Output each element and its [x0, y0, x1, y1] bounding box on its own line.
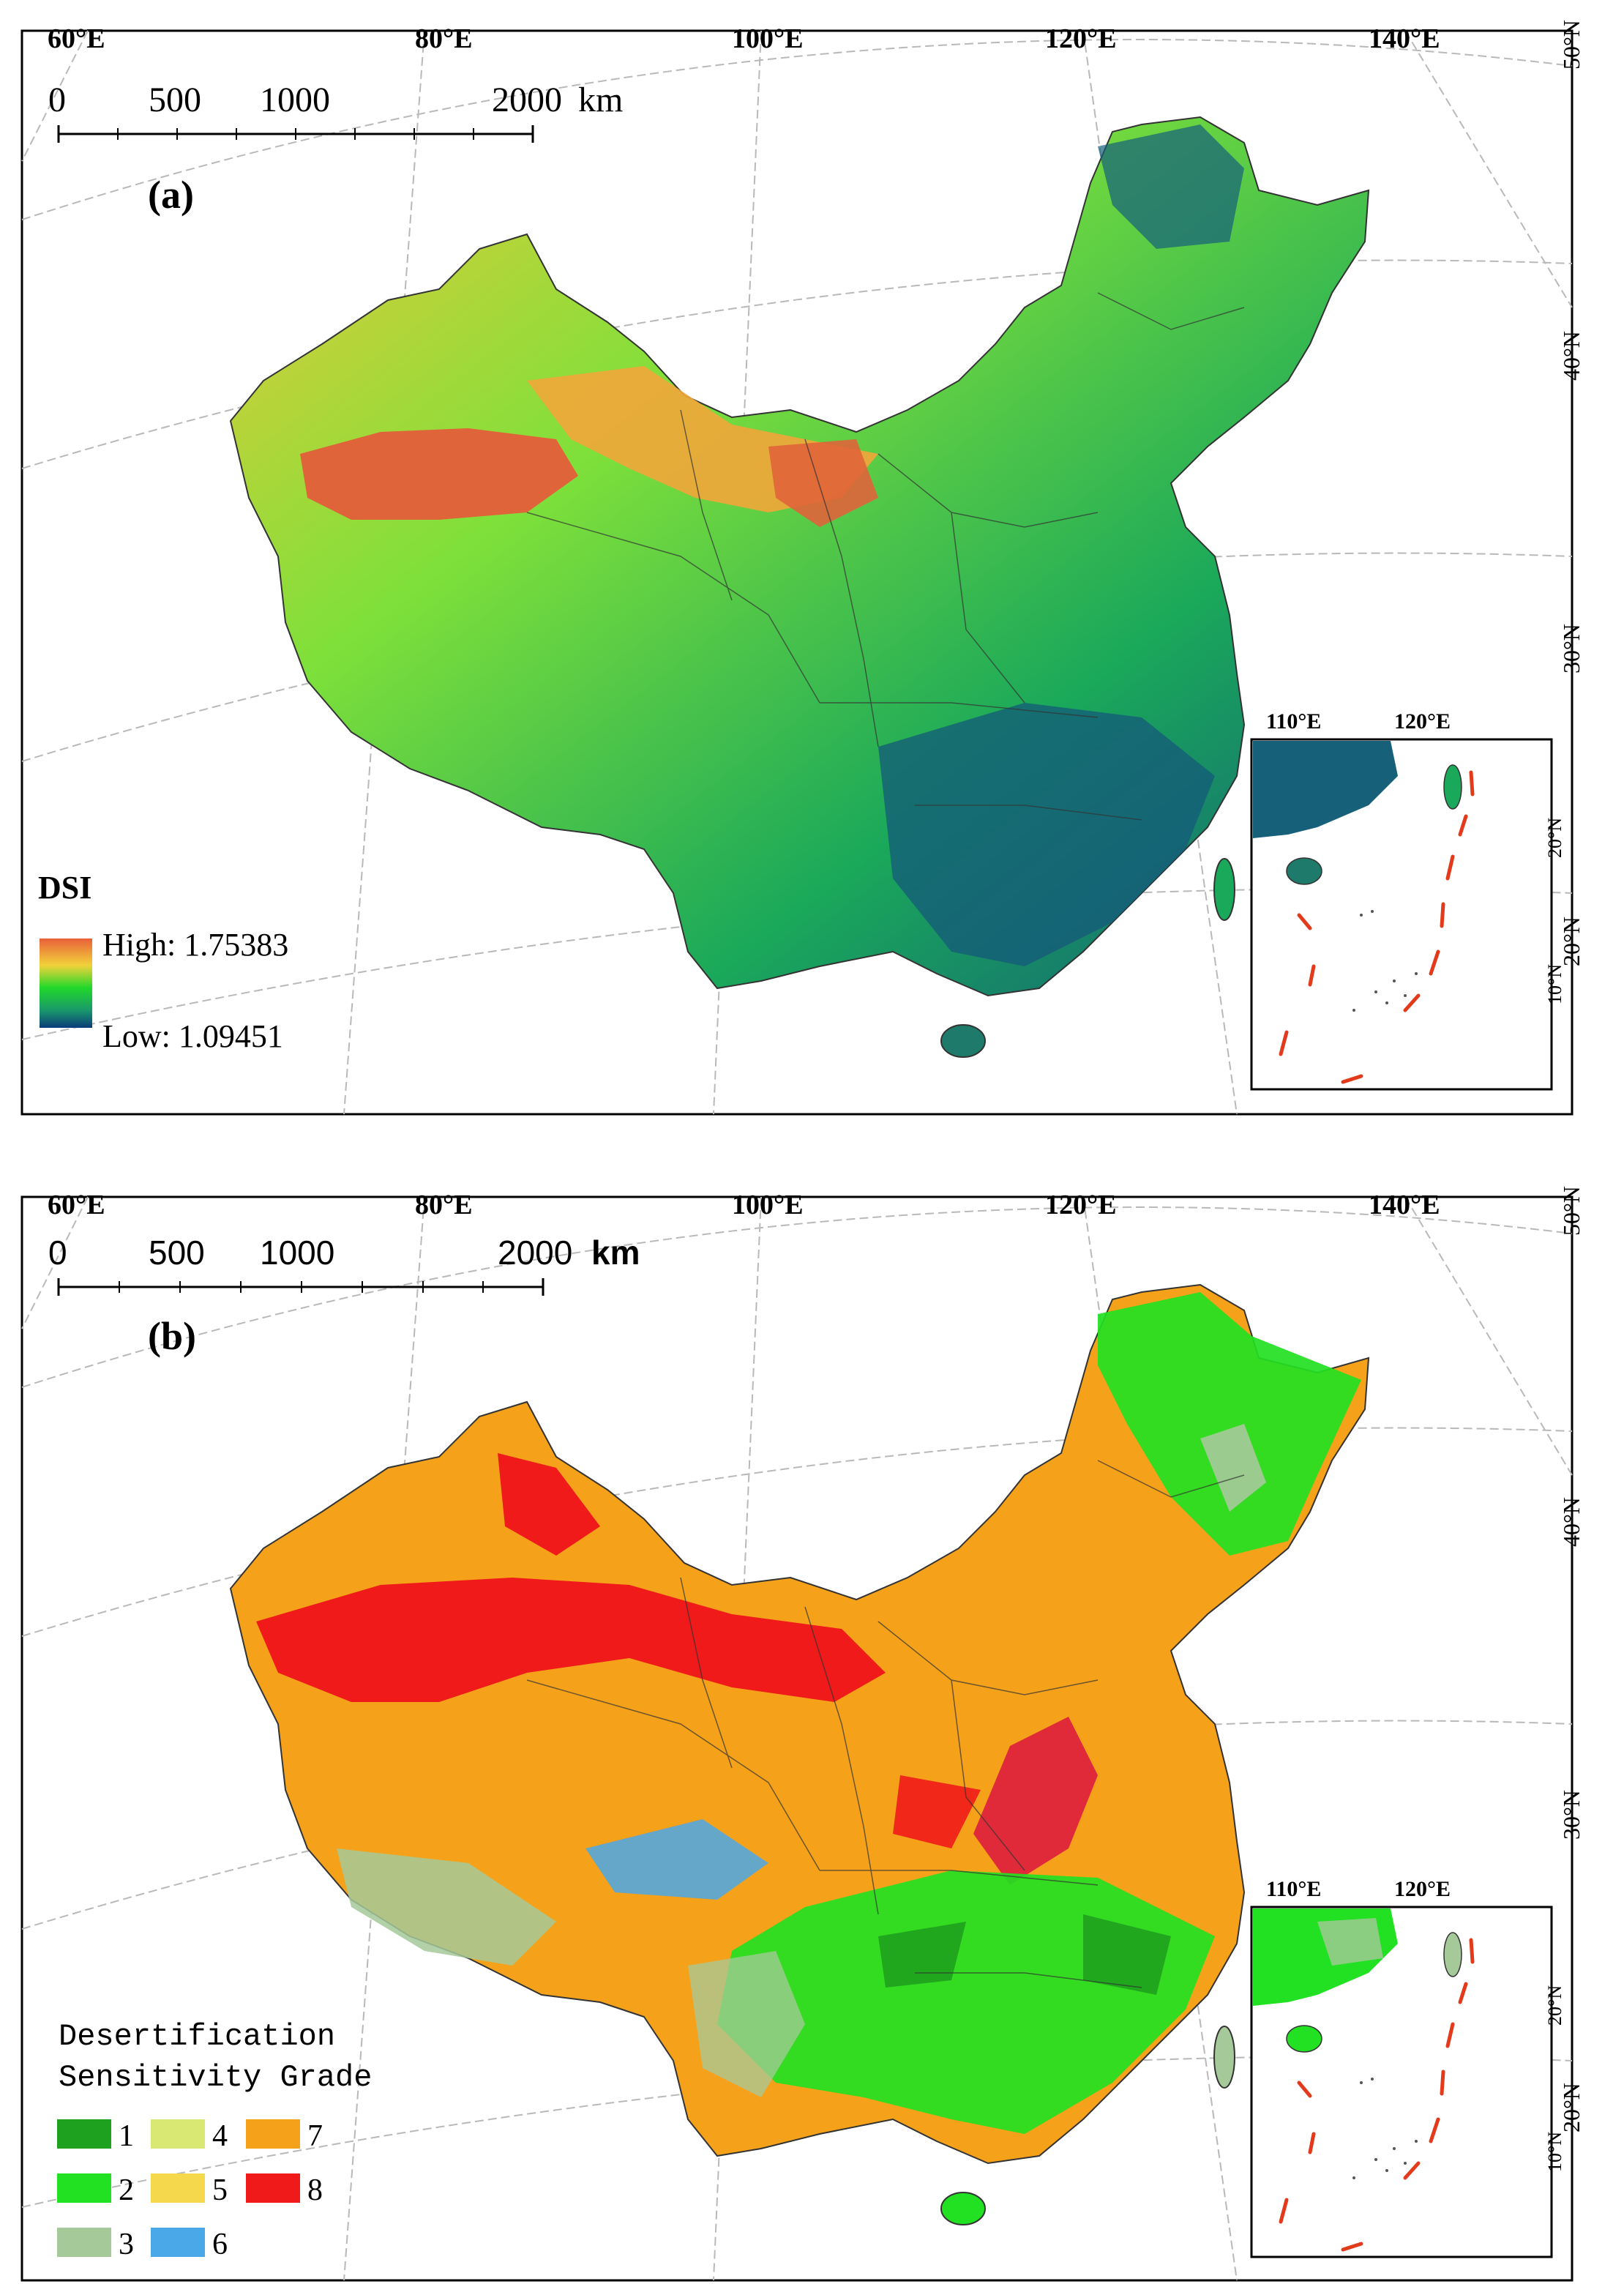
grade-3: 3	[57, 2228, 134, 2261]
grade-5-label: 5	[212, 2173, 228, 2207]
grade-6-swatch	[151, 2228, 205, 2257]
lat-label-40n: 40°N	[1558, 1497, 1584, 1547]
scale-tick-0: 0	[48, 81, 66, 119]
grade-8-swatch	[246, 2173, 300, 2203]
inset-lat-label-10n: 10°N	[1544, 2132, 1565, 2172]
grade-8: 8	[246, 2173, 323, 2207]
grade-1-swatch	[57, 2119, 111, 2149]
inset-lon-label-110e: 110°E	[1266, 1877, 1321, 1901]
lon-label-120e: 120°E	[1045, 23, 1117, 54]
lon-label-80e: 80°E	[415, 23, 473, 54]
taiwan-island	[1213, 2026, 1235, 2089]
grade-5: 5	[151, 2173, 228, 2207]
scale-tick-500: 500	[149, 1234, 205, 1272]
inset-lat-label-20n: 20°N	[1544, 1985, 1565, 2026]
grade-7-swatch	[246, 2119, 300, 2149]
grade-8-label: 8	[307, 2173, 323, 2207]
south-china-sea-inset: 110°E 120°E 20°N 10°N	[1250, 1877, 1565, 2258]
province-boundaries	[526, 292, 1245, 821]
grade-1: 1	[57, 2119, 134, 2153]
map-panel-a: 60°E 80°E 100°E 120°E 140°E 50°N 40°N 30…	[0, 0, 1624, 1135]
scale-bar: 0 500 1000 2000 km	[48, 1234, 640, 1296]
scale-tick-500: 500	[149, 81, 201, 119]
lon-label-80e: 80°E	[415, 1190, 473, 1220]
lat-label-30n: 30°N	[1558, 624, 1584, 673]
lat-label-50n: 50°N	[1558, 20, 1584, 70]
grade-4: 4	[151, 2119, 228, 2153]
grade-legend-title-line1: Desertification	[59, 2019, 335, 2054]
dsi-legend: DSI High: 1.75383 Low: 1.09451	[38, 870, 288, 1054]
nine-dash-line	[1279, 770, 1475, 1084]
hainan-island	[940, 2192, 986, 2225]
grade-3-swatch	[57, 2228, 111, 2257]
scale-tick-2000: 2000	[492, 81, 562, 119]
nine-dash-line	[1279, 1938, 1475, 2252]
scale-tick-1000: 1000	[260, 81, 330, 119]
lon-label-140e: 140°E	[1369, 1190, 1440, 1220]
grade-3-label: 3	[119, 2228, 134, 2261]
inset-lat-label-10n: 10°N	[1544, 964, 1565, 1004]
lon-label-60e: 60°E	[48, 23, 105, 54]
lon-label-140e: 140°E	[1369, 23, 1440, 54]
lat-label-20n: 20°N	[1558, 2083, 1584, 2132]
china-map-grades	[229, 1283, 1370, 2225]
lon-label-120e: 120°E	[1045, 1190, 1117, 1220]
dsi-legend-title: DSI	[38, 870, 91, 906]
grade-2-label: 2	[119, 2173, 134, 2207]
scale-tick-2000: 2000	[498, 1234, 572, 1272]
grade-legend: Desertification Sensitivity Grade 1 2 3 …	[57, 2019, 372, 2261]
grade-2: 2	[57, 2173, 134, 2207]
inset-lat-label-20n: 20°N	[1544, 818, 1565, 858]
grade-6-label: 6	[212, 2228, 228, 2261]
grade-legend-title-line2: Sensitivity Grade	[59, 2060, 372, 2095]
map-frame	[20, 1195, 1574, 2282]
map-panel-b: 60°E 80°E 100°E 120°E 140°E 50°N 40°N 30…	[0, 1146, 1624, 2295]
lat-label-50n: 50°N	[1558, 1186, 1584, 1236]
dsi-legend-high: High: 1.75383	[102, 927, 288, 963]
grade-4-label: 4	[212, 2119, 228, 2153]
province-boundaries	[526, 1460, 1245, 1988]
panel-label-a: (a)	[148, 173, 194, 217]
grade-5-swatch	[151, 2173, 205, 2203]
dsi-legend-low: Low: 1.09451	[102, 1018, 283, 1054]
grade-7-label: 7	[307, 2119, 323, 2153]
lat-label-30n: 30°N	[1558, 1790, 1584, 1840]
grade-7: 7	[246, 2119, 323, 2153]
scale-unit: km	[591, 1234, 640, 1272]
lat-label-20n: 20°N	[1558, 917, 1584, 966]
grade-4-swatch	[151, 2119, 205, 2149]
inset-lon-label-110e: 110°E	[1266, 709, 1321, 734]
south-china-sea-inset: 110°E 120°E 20°N 10°N	[1250, 709, 1565, 1091]
grade-1-label: 1	[119, 2119, 134, 2153]
scale-bar: 0 500 1000 2000 km	[48, 81, 623, 143]
dsi-color-ramp	[40, 938, 92, 1028]
lon-label-60e: 60°E	[48, 1190, 105, 1220]
grade-6: 6	[151, 2228, 228, 2261]
scale-tick-1000: 1000	[260, 1234, 334, 1272]
lon-label-100e: 100°E	[732, 1190, 804, 1220]
panel-label-b: (b)	[148, 1314, 196, 1358]
china-map-dsi	[229, 116, 1370, 1058]
grade-2-swatch	[57, 2173, 111, 2203]
inset-lon-label-120e: 120°E	[1394, 709, 1451, 734]
hainan-island	[940, 1024, 986, 1058]
map-frame	[20, 29, 1574, 1116]
lon-label-100e: 100°E	[732, 23, 804, 54]
taiwan-island	[1213, 858, 1235, 921]
inset-lon-label-120e: 120°E	[1394, 1877, 1451, 1901]
scale-tick-0: 0	[48, 1234, 67, 1272]
scale-unit: km	[578, 81, 623, 119]
lat-label-40n: 40°N	[1558, 331, 1584, 381]
